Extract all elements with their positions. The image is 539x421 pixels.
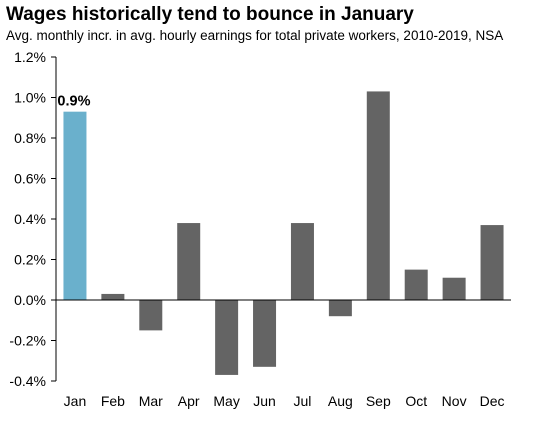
chart-subtitle: Avg. monthly incr. in avg. hourly earnin… xyxy=(6,28,504,43)
bar-mar xyxy=(139,300,163,331)
y-tick-label: 0.0% xyxy=(14,292,46,308)
x-tick-label-feb: Feb xyxy=(101,393,125,409)
y-tick-label: 0.6% xyxy=(14,171,46,187)
x-tick-label-oct: Oct xyxy=(405,393,427,409)
y-tick-label: 0.8% xyxy=(14,130,46,146)
x-tick-label-sep: Sep xyxy=(366,393,391,409)
bar-may xyxy=(215,300,239,375)
x-tick-label-dec: Dec xyxy=(480,393,505,409)
bar-nov xyxy=(442,277,466,300)
bar-dec xyxy=(480,225,504,300)
y-tick-label: 0.2% xyxy=(14,252,46,268)
x-tick-label-may: May xyxy=(213,393,239,409)
x-tick-label-jun: Jun xyxy=(253,393,276,409)
bar-sep xyxy=(366,91,390,300)
x-tick-label-jul: Jul xyxy=(294,393,312,409)
x-tick-label-mar: Mar xyxy=(139,393,163,409)
data-label-jan: 0.9% xyxy=(57,94,90,110)
x-tick-label-aug: Aug xyxy=(328,393,353,409)
bar-feb xyxy=(101,293,125,300)
bar-apr xyxy=(177,223,201,300)
bar-jul xyxy=(290,223,314,300)
bar-oct xyxy=(404,269,428,300)
bar-aug xyxy=(328,300,352,317)
x-tick-label-nov: Nov xyxy=(442,393,467,409)
y-tick-label: -0.4% xyxy=(9,373,46,389)
y-tick-label: 1.2% xyxy=(14,49,46,65)
chart-title: Wages historically tend to bounce in Jan… xyxy=(6,4,414,25)
bar-jan xyxy=(63,111,87,300)
x-tick-label-apr: Apr xyxy=(178,393,200,409)
bar-jun xyxy=(253,300,277,367)
x-tick-label-jan: Jan xyxy=(64,393,87,409)
y-tick-label: -0.2% xyxy=(9,333,46,349)
y-tick-label: 1.0% xyxy=(14,90,46,106)
y-tick-label: 0.4% xyxy=(14,211,46,227)
